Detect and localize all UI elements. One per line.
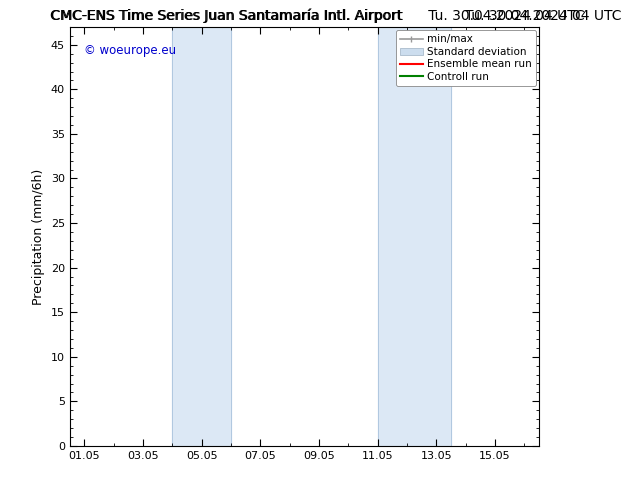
Text: © woeurope.eu: © woeurope.eu	[84, 44, 176, 57]
Bar	[378, 27, 451, 446]
Text: CMC-ENS Time Series Juan Santamaría Intl. Airport: CMC-ENS Time Series Juan Santamaría Intl…	[51, 9, 403, 24]
Y-axis label: Precipitation (mm/6h): Precipitation (mm/6h)	[32, 168, 45, 305]
Text: CMC-ENS Time Series Juan Santamaría Intl. Airport      Tu. 30.04.2024 04 UTC: CMC-ENS Time Series Juan Santamaría Intl…	[49, 9, 585, 24]
Legend: min/max, Standard deviation, Ensemble mean run, Controll run: min/max, Standard deviation, Ensemble me…	[396, 30, 536, 86]
Text: Tu. 30.04.2024 04 UTC: Tu. 30.04.2024 04 UTC	[465, 9, 621, 23]
Bar	[172, 27, 231, 446]
